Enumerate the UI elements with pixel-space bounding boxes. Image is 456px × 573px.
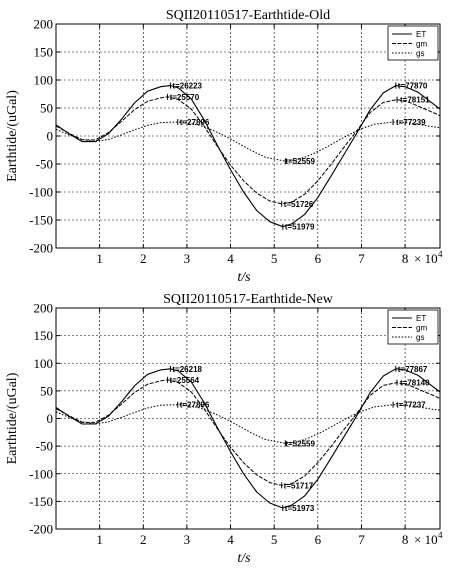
- chart-title: SQII20110517-Earthtide-New: [163, 292, 334, 307]
- y-tick-label: 150: [34, 45, 54, 60]
- y-tick-label: -50: [36, 439, 53, 454]
- annotation-label: t=52559: [285, 157, 315, 166]
- y-axis-label: Earthtide/(uGal): [5, 90, 20, 182]
- x-tick-label: 2: [140, 532, 147, 547]
- x-tick-label: 2: [140, 251, 147, 266]
- annotation-label: t=51726: [284, 200, 314, 209]
- chart-title: SQII20110517-Earthtide-Old: [166, 8, 330, 23]
- y-axis-label: Earthtide/(uGal): [5, 372, 20, 464]
- x-tick-label: 4: [227, 251, 234, 266]
- y-tick-label: -100: [29, 185, 53, 200]
- series-line-gm: [55, 379, 441, 486]
- x-tick-label: 3: [184, 532, 191, 547]
- y-tick-label: -150: [29, 213, 53, 228]
- y-tick-label: 50: [40, 383, 53, 398]
- annotation-label: t=77870: [398, 82, 428, 91]
- annotation-label: t=52559: [285, 439, 315, 448]
- legend-label-gs: gs: [416, 333, 424, 342]
- x-tick-label: 6: [315, 532, 322, 547]
- y-tick-label: 150: [34, 328, 54, 343]
- x-tick-label: 5: [271, 532, 278, 547]
- x-tick-label: 7: [358, 532, 365, 547]
- y-tick-label: -150: [29, 494, 53, 509]
- y-tick-label: 200: [34, 301, 54, 316]
- x-tick-label: 8: [402, 251, 409, 266]
- legend-label-gs: gs: [416, 49, 424, 58]
- y-tick-label: -200: [29, 241, 53, 256]
- y-tick-label: 100: [34, 356, 54, 371]
- legend-label-gm: gm: [416, 324, 427, 333]
- annotation-label: t=26223: [172, 82, 202, 91]
- y-tick-label: 50: [40, 101, 53, 116]
- annotation-label: t=51717: [284, 481, 314, 490]
- legend-box: [387, 25, 439, 61]
- annotation-label: t=27896: [180, 401, 210, 410]
- y-tick-label: 100: [34, 73, 54, 88]
- annotation-label: t=26218: [172, 365, 202, 374]
- x-tick-label: 5: [271, 251, 278, 266]
- x-tick-label: 1: [96, 532, 103, 547]
- y-tick-label: -200: [29, 522, 53, 537]
- x-tick-label: 6: [315, 251, 322, 266]
- x-tick-label: 1: [96, 251, 103, 266]
- annotation-label: t=77237: [396, 401, 426, 410]
- annotation-label: t=25570: [170, 93, 200, 102]
- y-tick-label: -100: [29, 466, 53, 481]
- annotation-label: t=27896: [180, 118, 210, 127]
- legend-label-gm: gm: [416, 40, 427, 49]
- x-tick-label: 8: [402, 532, 409, 547]
- x-multiplier: × 10: [414, 532, 438, 547]
- y-tick-label: 200: [34, 17, 54, 32]
- annotation-label: t=78140: [400, 379, 430, 388]
- x-exponent: 4: [438, 249, 443, 259]
- legend-label-ET: ET: [416, 30, 426, 39]
- annotation-label: t=77867: [398, 365, 428, 374]
- series-line-gm: [55, 96, 441, 205]
- annotation-label: t=51973: [285, 504, 315, 513]
- x-axis-label: t/s: [237, 551, 251, 566]
- x-multiplier: × 10: [414, 251, 438, 266]
- x-exponent: 4: [438, 530, 443, 540]
- y-tick-label: -50: [36, 157, 53, 172]
- legend-label-ET: ET: [416, 314, 426, 323]
- legend-box: [387, 309, 439, 345]
- x-axis-label: t/s: [237, 270, 251, 285]
- y-tick-label: 0: [47, 129, 54, 144]
- series-line-ET: [55, 85, 441, 228]
- annotation-label: t=25564: [170, 376, 200, 385]
- x-tick-label: 3: [184, 251, 191, 266]
- series-line-ET: [55, 368, 441, 509]
- x-tick-label: 4: [227, 532, 234, 547]
- annotation-label: t=77239: [396, 118, 426, 127]
- y-tick-label: 0: [47, 411, 54, 426]
- x-tick-label: 7: [358, 251, 365, 266]
- series-line-gs: [55, 121, 441, 162]
- annotation-label: t=51979: [285, 223, 315, 232]
- annotation-label: t=78151: [400, 96, 430, 105]
